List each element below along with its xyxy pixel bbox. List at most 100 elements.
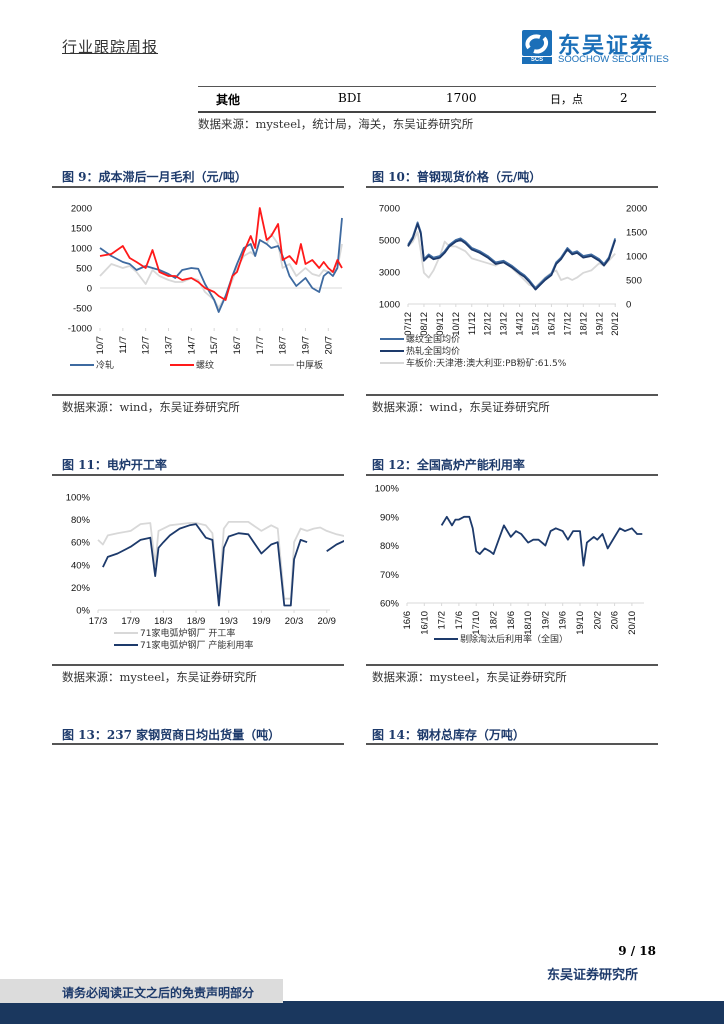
y-tick-label: 5000 — [379, 236, 400, 247]
logo-chinese-name: 东吴证券 — [558, 34, 655, 59]
legend-label: 车板价:天津港:澳大利亚:PB粉矿:61.5% — [406, 357, 567, 369]
series-line — [97, 521, 344, 600]
table-source-note: 数据来源：mysteel，统计局，海关，东吴证券研究所 — [198, 117, 474, 131]
fig12-source: 数据来源：mysteel，东吴证券研究所 — [372, 670, 567, 684]
disclaimer-box — [0, 979, 283, 1003]
y-tick-label: 3000 — [379, 268, 400, 279]
fig9-source: 数据来源：wind，东吴证券研究所 — [62, 400, 240, 414]
y2-tick-label: 500 — [626, 276, 642, 287]
y-tick-label: 20% — [71, 583, 91, 594]
fig12-chart: 100% 90% 80% 70% 60%16/6 16/10 17/2 17/6 17/10 18… — [375, 484, 644, 645]
x-tick-label: 10/12 — [451, 312, 462, 336]
x-tick-label: 18/3 — [154, 616, 173, 627]
x-tick-label: 10/7 — [95, 336, 106, 355]
y-tick-label: 70% — [380, 570, 400, 581]
disclaimer-link[interactable]: 请务必阅读正文之后的免责声明部分 — [62, 986, 255, 1000]
fig10-bottom-rule — [366, 394, 658, 396]
y-tick-label: 100% — [375, 484, 400, 495]
fig10-source: 数据来源：wind，东吴证券研究所 — [372, 400, 550, 414]
table-cell-frequency: 日，点 — [550, 93, 583, 106]
report-type-header: 行业跟踪周报 — [62, 38, 159, 56]
x-tick-label: 16/6 — [402, 611, 413, 630]
y-tick-label: 2000 — [71, 204, 92, 215]
y2-tick-label: 2000 — [626, 204, 647, 215]
fig11-title: 图 11：电炉开工率 — [62, 458, 167, 472]
fig11-top-rule — [52, 474, 344, 476]
y-tick-label: 60% — [71, 538, 91, 549]
x-tick-label: 18/9 — [187, 616, 206, 627]
fig13-title: 图 13：237 家钢贸商日均出货量（吨） — [62, 728, 281, 742]
indicator-table-row: 其他 BDI 1700 日，点 2 — [198, 86, 656, 113]
company-logo: SCS 东吴证券 SOOCHOW SECURITIES — [522, 30, 672, 66]
fig12-top-rule — [366, 474, 658, 476]
y2-tick-label: 0 — [626, 300, 631, 311]
fig10-title: 图 10：普钢现货价格（元/吨） — [372, 170, 542, 184]
y-tick-label: 80% — [71, 515, 91, 526]
x-tick-label: 17/12 — [562, 312, 573, 336]
fig14-top-rule — [366, 743, 658, 745]
legend-label: 71家电弧炉钢厂 产能利用率 — [140, 639, 253, 651]
legend-label: 热轧全国均价 — [406, 345, 460, 357]
x-tick-label: 20/9 — [317, 616, 336, 627]
x-tick-label: 20/7 — [323, 336, 334, 355]
x-tick-label: 11/7 — [118, 336, 129, 354]
y-tick-label: 0 — [87, 284, 92, 295]
footer-rule — [283, 1001, 724, 1003]
series-line — [102, 523, 344, 607]
x-tick-label: 17/2 — [437, 611, 448, 630]
x-tick-label: 20/3 — [285, 616, 304, 627]
fig11-chart: 100% 80% 60% 40% 20% 0%17/3 17/9 18/3 18/9 19/3 19… — [66, 493, 344, 651]
x-tick-label: 11/12 — [467, 312, 478, 335]
x-tick-label: 19/3 — [219, 616, 238, 627]
x-tick-label: 12/7 — [141, 336, 152, 355]
table-cell-count: 2 — [620, 91, 628, 105]
x-tick-label: 15/7 — [209, 336, 220, 355]
logo-mark-icon — [522, 30, 552, 56]
series-line — [407, 221, 617, 289]
y-tick-label: 1000 — [71, 244, 92, 255]
y-tick-label: 100% — [66, 493, 91, 504]
x-tick-label: 14/7 — [186, 336, 197, 355]
x-tick-label: 19/7 — [300, 336, 311, 355]
y-tick-label: -1000 — [68, 324, 92, 335]
x-tick-label: 17/6 — [454, 611, 465, 630]
y-tick-label: 90% — [380, 512, 400, 523]
legend-label: 剔除淘汰后利用率（全国） — [460, 633, 568, 645]
y-tick-label: 7000 — [379, 204, 400, 215]
footer-institute: 东吴证券研究所 — [546, 968, 638, 983]
x-tick-label: 13/12 — [499, 312, 510, 336]
x-tick-label: 14/12 — [515, 312, 526, 336]
x-tick-label: 20/10 — [627, 611, 638, 635]
x-tick-label: 19/10 — [575, 611, 586, 635]
x-tick-label: 07/12 — [403, 312, 414, 336]
x-tick-label: 20/2 — [592, 611, 603, 630]
fig13-top-rule — [52, 743, 344, 745]
x-tick-label: 17/3 — [89, 616, 108, 627]
table-cell-category: 其他 — [216, 93, 241, 107]
x-tick-label: 12/12 — [483, 312, 494, 336]
x-tick-label: 19/2 — [540, 611, 551, 630]
y-tick-label: 1000 — [379, 300, 400, 311]
y-tick-label: -500 — [73, 304, 92, 315]
x-tick-label: 18/10 — [523, 611, 534, 635]
y-tick-label: 40% — [71, 560, 91, 571]
logo-english-name: SOOCHOW SECURITIES — [558, 54, 669, 65]
y-tick-label: 0% — [76, 606, 90, 617]
table-cell-indicator: BDI — [338, 91, 362, 105]
fig11-source: 数据来源：mysteel，东吴证券研究所 — [62, 670, 257, 684]
table-cell-value: 1700 — [446, 91, 477, 105]
legend-label: 中厚板 — [296, 359, 323, 371]
x-tick-label: 20/6 — [610, 611, 621, 630]
fig9-top-rule — [52, 186, 344, 188]
series-line — [99, 217, 343, 313]
legend-label: 71家电弧炉钢厂 开工率 — [140, 627, 235, 639]
fig11-bottom-rule — [52, 664, 344, 666]
x-tick-label: 18/6 — [506, 611, 517, 630]
x-tick-label: 17/9 — [121, 616, 140, 627]
logo-badge: SCS — [522, 57, 552, 64]
x-tick-label: 16/10 — [419, 611, 430, 635]
legend-label: 螺纹 — [196, 359, 214, 371]
x-tick-label: 17/10 — [471, 611, 482, 635]
